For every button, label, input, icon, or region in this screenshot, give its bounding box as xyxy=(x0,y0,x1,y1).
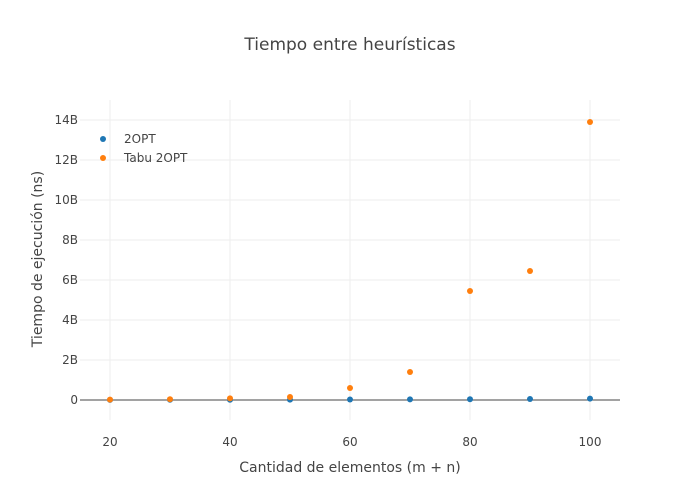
legend-label: Tabu 2OPT xyxy=(123,151,188,165)
chart-title: Tiempo entre heurísticas xyxy=(243,35,455,55)
x-tick-label: 100 xyxy=(579,435,602,449)
y-axis-title: Tiempo de ejecución (ns) xyxy=(30,171,46,348)
x-tick-label: 80 xyxy=(462,435,477,449)
data-points xyxy=(107,119,593,403)
x-tick-label: 40 xyxy=(222,435,237,449)
data-point[interactable] xyxy=(407,369,413,375)
data-point[interactable] xyxy=(167,396,173,403)
series-tabu-2opt xyxy=(107,119,593,403)
data-point[interactable] xyxy=(287,394,293,400)
y-tick-label: 4B xyxy=(62,313,78,327)
data-point[interactable] xyxy=(527,268,533,274)
grid xyxy=(80,100,620,420)
data-point[interactable] xyxy=(347,385,353,391)
legend[interactable]: 2OPT Tabu 2OPT xyxy=(100,132,188,165)
data-point[interactable] xyxy=(347,396,353,403)
y-tick-label: 0 xyxy=(70,393,78,407)
y-tick-label: 12B xyxy=(54,153,78,167)
y-tick-label: 6B xyxy=(62,273,78,287)
legend-item[interactable]: Tabu 2OPT xyxy=(100,151,188,165)
axes: 20 40 60 80 100 0 2B 4B 6B 8B 10B 12B 14B xyxy=(54,113,601,449)
data-point[interactable] xyxy=(467,396,473,403)
legend-marker xyxy=(100,136,106,142)
y-tick-label: 14B xyxy=(54,113,78,127)
x-tick-label: 20 xyxy=(102,435,117,449)
y-tick-label: 2B xyxy=(62,353,78,367)
data-point[interactable] xyxy=(407,396,413,403)
x-tick-label: 60 xyxy=(342,435,357,449)
data-point[interactable] xyxy=(227,395,233,402)
x-axis-title: Cantidad de elementos (m + n) xyxy=(239,460,460,476)
legend-label: 2OPT xyxy=(124,132,156,146)
data-point[interactable] xyxy=(107,396,113,403)
y-tick-label: 10B xyxy=(54,193,78,207)
series-2opt xyxy=(107,395,593,403)
data-point[interactable] xyxy=(527,396,533,402)
data-point[interactable] xyxy=(467,288,473,294)
data-point[interactable] xyxy=(587,119,593,125)
legend-marker xyxy=(100,155,106,161)
data-point[interactable] xyxy=(587,395,593,402)
y-tick-label: 8B xyxy=(62,233,78,247)
legend-item[interactable]: 2OPT xyxy=(100,132,156,146)
